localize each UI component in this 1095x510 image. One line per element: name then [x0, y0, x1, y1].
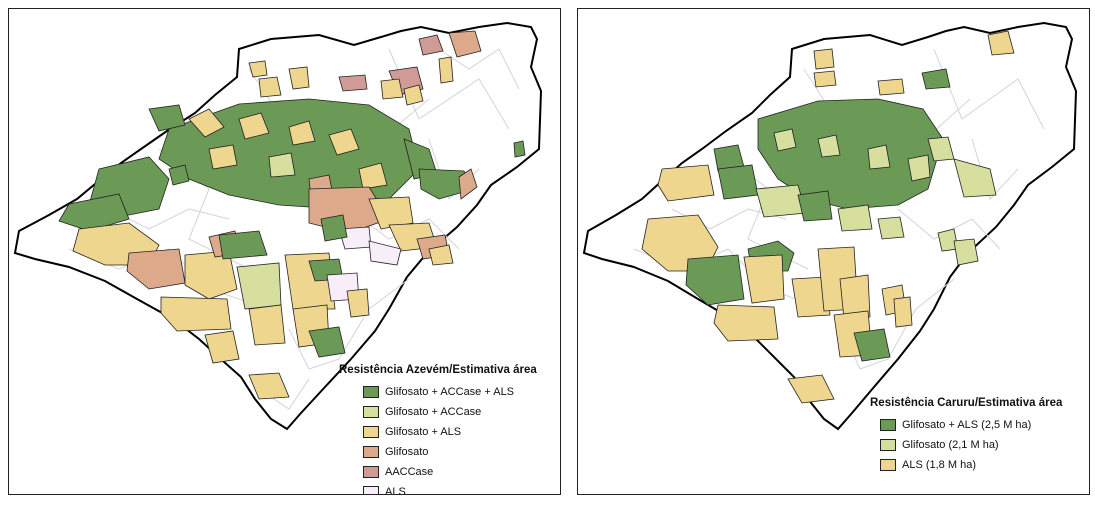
- legend-label: Glifosato + ACCase: [385, 406, 482, 418]
- state-outline: [582, 21, 1078, 431]
- legend-item-als: ALS: [363, 482, 537, 495]
- legend-item-gly-als: Glifosato + ALS (2,5 M ha): [880, 415, 1062, 435]
- state-outline: [13, 21, 543, 431]
- legend-swatch: [880, 439, 896, 451]
- legend-label: Glifosato + ALS (2,5 M ha): [902, 419, 1032, 431]
- legend-title: Resistência Azevém/Estimativa área: [339, 364, 537, 376]
- legend-item-als: ALS (1,8 M ha): [880, 455, 1062, 475]
- legend-label: AACCase: [385, 466, 434, 478]
- legend-item-gly-als: Glifosato + ALS: [363, 422, 537, 442]
- legend-swatch: [363, 446, 379, 458]
- legend-label: ALS: [385, 486, 406, 495]
- legend-swatch: [880, 459, 896, 471]
- legend-item-accase: AACCase: [363, 462, 537, 482]
- legend-swatch: [363, 406, 379, 418]
- legend-label: Glifosato + ACCase + ALS: [385, 386, 515, 398]
- legend-label: Glifosato: [385, 446, 429, 458]
- legend-label: ALS (1,8 M ha): [902, 459, 976, 471]
- legend-azevem: Resistência Azevém/Estimativa área Glifo…: [339, 364, 537, 495]
- legend-swatch: [363, 426, 379, 438]
- legend-swatch: [363, 386, 379, 398]
- legend-swatch: [363, 466, 379, 478]
- legend-swatch: [363, 486, 379, 494]
- legend-item-gly-accase-als: Glifosato + ACCase + ALS: [363, 382, 537, 402]
- legend-label: Glifosato + ALS: [385, 426, 462, 438]
- state-map-azevem: [13, 21, 543, 431]
- map-panel-azevem: Resistência Azevém/Estimativa área Glifo…: [8, 8, 561, 495]
- state-map-caruru: [582, 21, 1078, 431]
- legend-item-glifosato: Glifosato: [363, 442, 537, 462]
- legend-caruru: Resistência Caruru/Estimativa área Glifo…: [870, 397, 1062, 475]
- legend-item-glifosato: Glifosato (2,1 M ha): [880, 435, 1062, 455]
- legend-swatch: [880, 419, 896, 431]
- legend-item-gly-accase: Glifosato + ACCase: [363, 402, 537, 422]
- legend-title: Resistência Caruru/Estimativa área: [870, 397, 1063, 409]
- legend-label: Glifosato (2,1 M ha): [902, 439, 999, 451]
- map-panel-caruru: Resistência Caruru/Estimativa área Glifo…: [577, 8, 1090, 495]
